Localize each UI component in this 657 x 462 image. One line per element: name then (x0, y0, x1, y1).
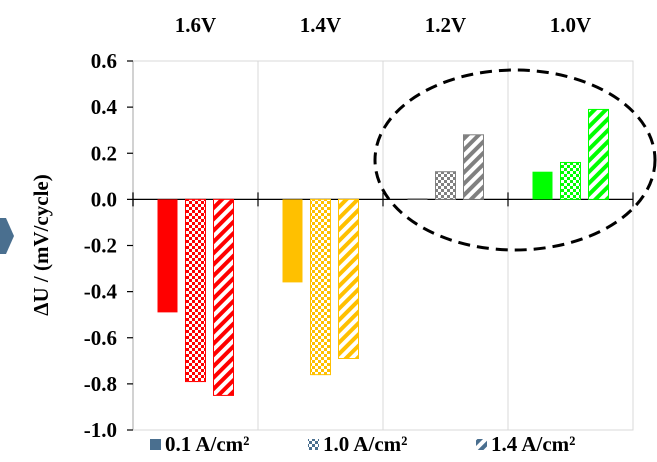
category-labels: 1.6V 1.4V 1.2V 1.0V (175, 13, 591, 37)
y-tick-label: -0.2 (84, 234, 117, 258)
y-tick-label: -0.4 (84, 280, 118, 304)
bar-1_2V-series-3 (463, 134, 484, 200)
y-axis-label: ΔU / (mV/cycle) (29, 174, 53, 315)
legend-label: 1.4 A/cm² (491, 432, 575, 456)
legend-label: 0.1 A/cm² (165, 432, 249, 456)
legend-swatch (150, 439, 161, 450)
category-label: 1.2V (425, 13, 466, 37)
bar-1_2V-series-2 (435, 171, 456, 200)
bar-1_4V-series-2 (310, 198, 331, 376)
y-tick-label: 0.6 (91, 49, 117, 73)
bar-1_0V-series-3 (588, 108, 609, 200)
highlight-ellipse-annotation (373, 68, 657, 252)
legend-swatch (308, 439, 319, 450)
bar-1_6V-series-3 (213, 198, 234, 396)
legend: 0.1 A/cm² 1.0 A/cm² 1.4 A/cm² (150, 432, 575, 456)
legend-swatch (476, 439, 487, 450)
bar-1_6V-series-1 (157, 199, 178, 313)
y-tick-label: 0.4 (91, 95, 118, 119)
bar-1_4V-series-1 (282, 199, 303, 283)
y-tick-label: 0.2 (91, 141, 117, 165)
bar-1_0V-series-1 (532, 171, 553, 200)
bars (157, 108, 609, 396)
bar-1_6V-series-2 (185, 198, 206, 383)
y-tick-label: -0.6 (84, 326, 117, 350)
category-label: 1.0V (550, 13, 591, 37)
legend-label: 1.0 A/cm² (323, 432, 407, 456)
left-arrow-decoration (0, 218, 14, 254)
y-tick-labels: 0.6 0.4 0.2 0.0 -0.2 -0.4 -0.6 -0.8 -1.0 (84, 49, 133, 442)
y-tick-label: -0.8 (84, 372, 117, 396)
y-tick-label: 0.0 (91, 187, 117, 211)
bar-1_2V-series-1 (407, 198, 428, 200)
y-tick-label: -1.0 (84, 418, 117, 442)
category-label: 1.6V (175, 13, 216, 37)
bar-1_4V-series-3 (338, 198, 359, 360)
category-label: 1.4V (300, 13, 341, 37)
bar-1_0V-series-2 (560, 161, 581, 200)
